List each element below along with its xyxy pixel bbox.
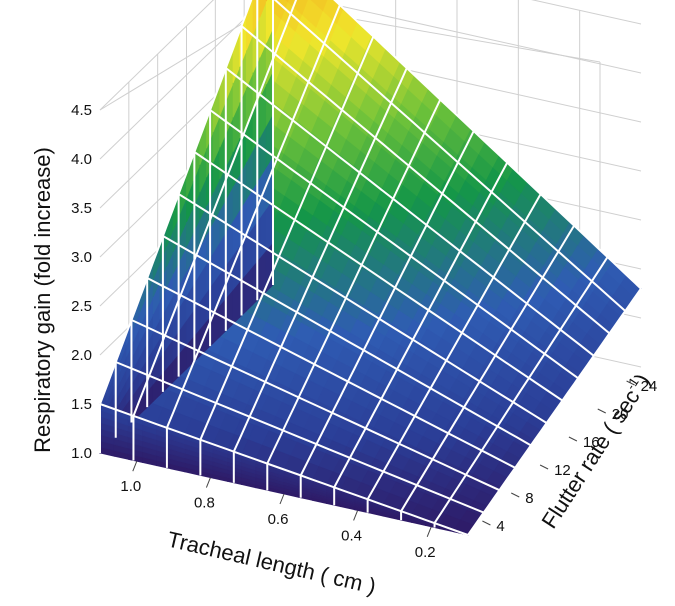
- mesh-line: [99, 0, 253, 405]
- mesh-line: [165, 4, 341, 429]
- mesh-line: [178, 193, 548, 424]
- mesh-line: [433, 256, 609, 524]
- mesh-line: [131, 319, 500, 492]
- mesh-line: [225, 67, 595, 357]
- mesh-line: [240, 25, 611, 335]
- z-tick-label: 4.0: [71, 151, 92, 168]
- mesh-line: [232, 67, 408, 453]
- z-tick-label: 2.5: [71, 298, 92, 315]
- z-tick-label: 1.5: [71, 396, 92, 413]
- x-tick-mark: [426, 526, 432, 537]
- z-tick-label: 3.0: [71, 249, 92, 266]
- mesh-line: [333, 162, 509, 488]
- y-tick-mark: [482, 520, 491, 526]
- mesh-line: [115, 361, 485, 514]
- x-tick-mark: [205, 477, 211, 488]
- y-tick-label: 8: [525, 490, 533, 507]
- mesh-line: [199, 36, 375, 441]
- y-axis-ticks: 4 8 12 16 20 24: [482, 378, 657, 535]
- mesh-line: [366, 193, 542, 500]
- mesh-line: [99, 403, 469, 536]
- x-axis-ticks: 1.0 0.8 0.6 0.4 0.2: [120, 461, 436, 561]
- y-tick-label: 4: [496, 518, 504, 535]
- x-tick-label: 0.2: [415, 544, 436, 561]
- y-tick-mark: [597, 408, 606, 414]
- mesh-line: [467, 288, 642, 536]
- mesh-line: [400, 225, 575, 512]
- surface-wall-patch: [265, 0, 274, 43]
- z-tick-label: 1.0: [71, 445, 92, 462]
- x-tick-mark: [279, 493, 285, 505]
- z-tick-label: 4.5: [71, 102, 92, 119]
- y-tick-mark: [568, 436, 578, 442]
- surface-mesh: [99, 0, 642, 536]
- y-tick-label: 12: [554, 462, 571, 479]
- z-axis-title: Respiratory gain (fold increase): [30, 147, 55, 453]
- mesh-line: [209, 109, 579, 380]
- mesh-line: [273, 0, 626, 312]
- x-tick-mark: [132, 461, 138, 472]
- mesh-line: [146, 277, 516, 469]
- y-tick-mark: [539, 464, 549, 470]
- surface-wall-patch: [259, 0, 267, 18]
- x-tick-label: 0.4: [341, 527, 362, 544]
- x-tick-label: 0.6: [268, 511, 289, 528]
- mesh-line: [193, 151, 563, 402]
- mesh-line: [299, 130, 475, 476]
- mesh-line: [333, 0, 642, 290]
- z-axis-ticks: 1.0 1.5 2.0 2.5 3.0 3.5 4.0 4.5: [71, 102, 92, 462]
- x-tick-mark: [353, 510, 359, 521]
- y-tick-label: 24: [641, 378, 658, 395]
- z-tick-label: 2.0: [71, 347, 92, 364]
- mesh-line: [162, 235, 532, 447]
- y-tick-mark: [511, 492, 520, 498]
- x-tick-label: 1.0: [120, 478, 141, 495]
- y-tick-label: 20: [612, 406, 629, 423]
- mesh-line: [266, 99, 442, 464]
- z-tick-label: 3.5: [71, 200, 92, 217]
- y-tick-label: 16: [583, 434, 600, 451]
- y-tick-mark: [626, 380, 635, 386]
- x-tick-label: 0.8: [194, 495, 215, 512]
